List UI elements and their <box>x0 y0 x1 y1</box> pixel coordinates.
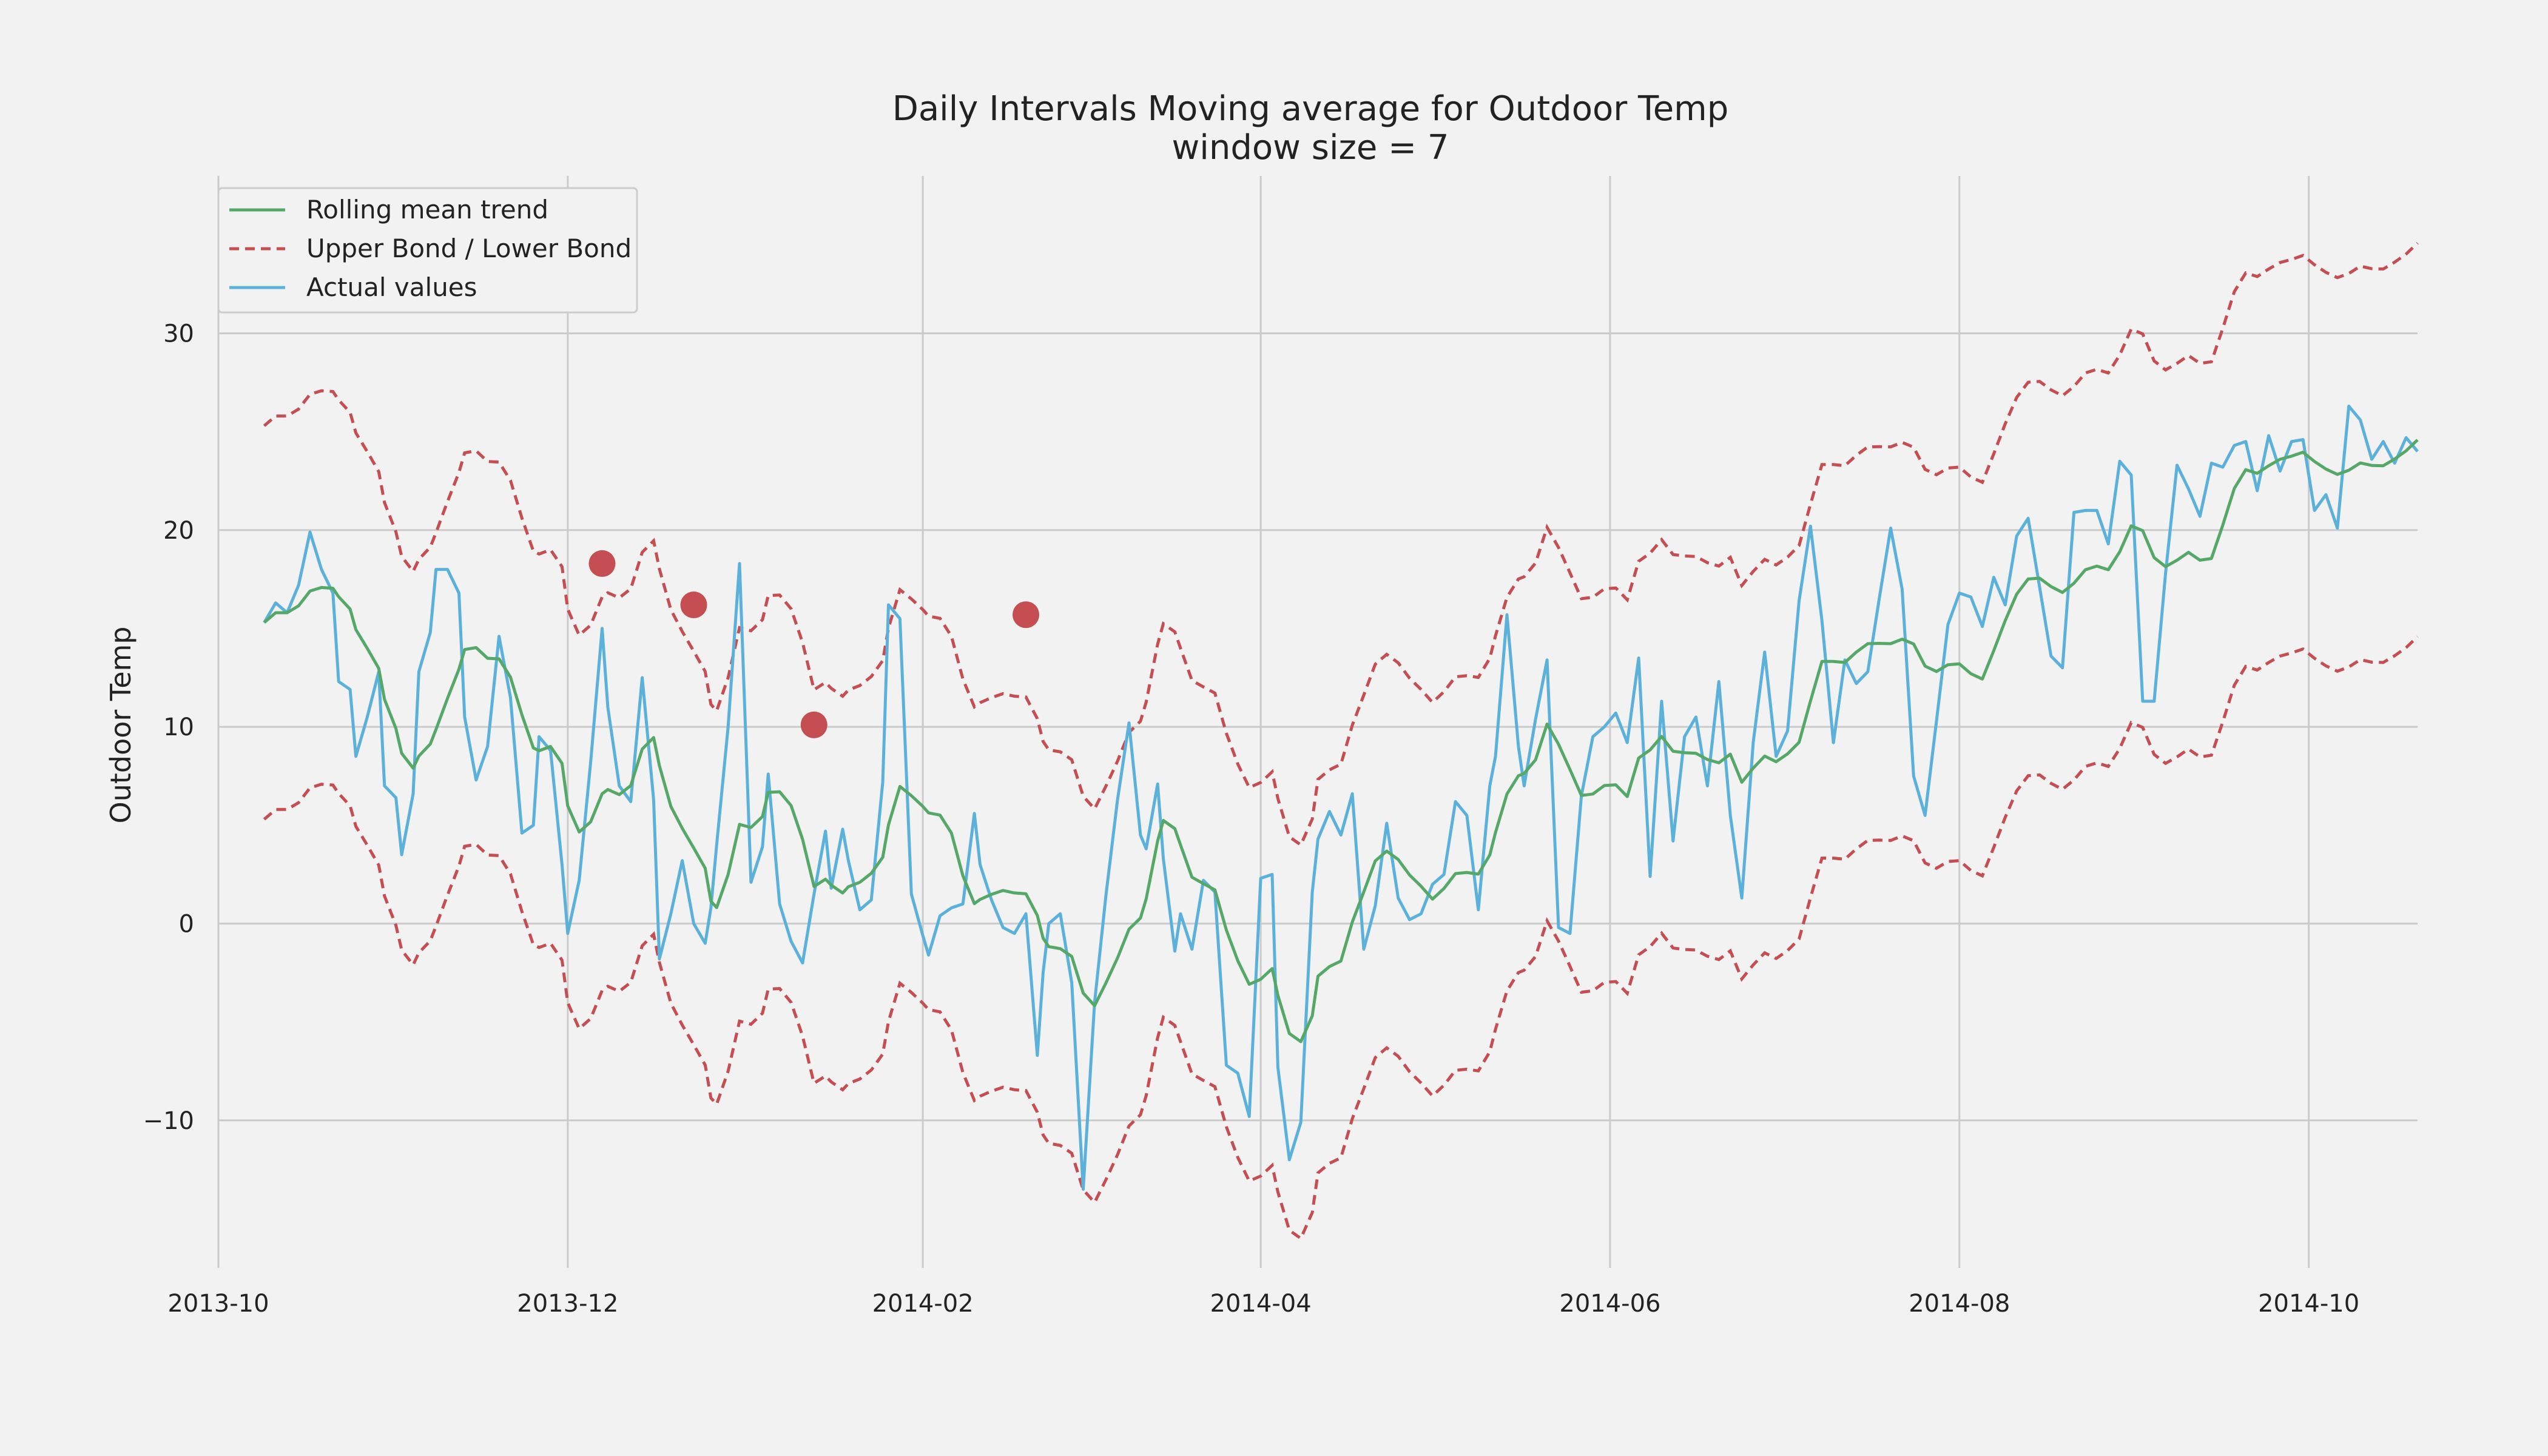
legend: Rolling mean trend Upper Bond / Lower Bo… <box>217 187 638 314</box>
y-axis-ticks: −10 0 10 20 30 <box>143 320 194 1134</box>
y-tick-label: 30 <box>163 320 194 348</box>
chart-title: Daily Intervals Moving average for Outdo… <box>892 89 1729 129</box>
upper-bound-line <box>263 241 2419 848</box>
legend-label-rolling: Rolling mean trend <box>306 195 548 224</box>
series-group <box>263 405 2419 1191</box>
chart-subtitle: window size = 7 <box>1172 128 1449 167</box>
y-tick-label: 20 <box>163 517 194 545</box>
rolling-mean-line <box>263 439 2419 1043</box>
x-tick-label: 2014-08 <box>1909 1290 2010 1318</box>
x-tick-label: 2013-10 <box>167 1290 269 1318</box>
actual-values-line <box>263 405 2419 1191</box>
anomaly-markers <box>588 550 1040 738</box>
anomaly-point <box>800 711 827 738</box>
x-tick-label: 2014-06 <box>1559 1290 1660 1318</box>
x-tick-label: 2014-04 <box>1210 1290 1312 1318</box>
y-tick-label: 10 <box>163 713 194 741</box>
x-tick-label: 2014-02 <box>872 1290 974 1318</box>
legend-label-actual: Actual values <box>306 272 477 302</box>
bound-lines <box>263 241 2419 1241</box>
anomaly-point <box>680 592 707 619</box>
legend-box <box>217 187 638 314</box>
x-axis-ticks: 2013-10 2013-12 2014-02 2014-04 2014-06 2014-… <box>167 1290 2359 1318</box>
y-tick-label: −10 <box>143 1107 194 1135</box>
legend-label-bounds: Upper Bond / Lower Bond <box>306 234 632 263</box>
grid-lines <box>217 176 2418 1268</box>
lower-bound-line <box>263 635 2419 1241</box>
x-tick-label: 2013-12 <box>517 1290 618 1318</box>
y-axis-label: Outdoor Temp <box>104 626 137 823</box>
y-tick-label: 0 <box>179 910 194 938</box>
anomaly-point <box>1013 601 1040 629</box>
anomaly-point <box>588 550 616 577</box>
x-tick-label: 2014-10 <box>2258 1290 2359 1318</box>
